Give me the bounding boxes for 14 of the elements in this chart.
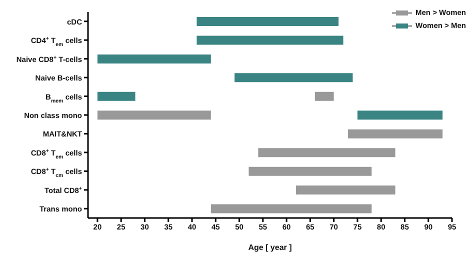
bar <box>258 148 396 158</box>
bar <box>196 36 344 45</box>
bar <box>348 129 443 138</box>
bar <box>97 54 211 64</box>
bar <box>314 92 334 101</box>
bar <box>210 204 372 214</box>
bar <box>97 92 136 101</box>
bar <box>234 73 353 82</box>
bar <box>357 110 443 120</box>
x-axis-title: Age [ year ] <box>248 243 292 252</box>
bar <box>248 166 372 176</box>
bar <box>97 110 211 120</box>
bar <box>296 186 396 195</box>
bar <box>196 17 339 26</box>
